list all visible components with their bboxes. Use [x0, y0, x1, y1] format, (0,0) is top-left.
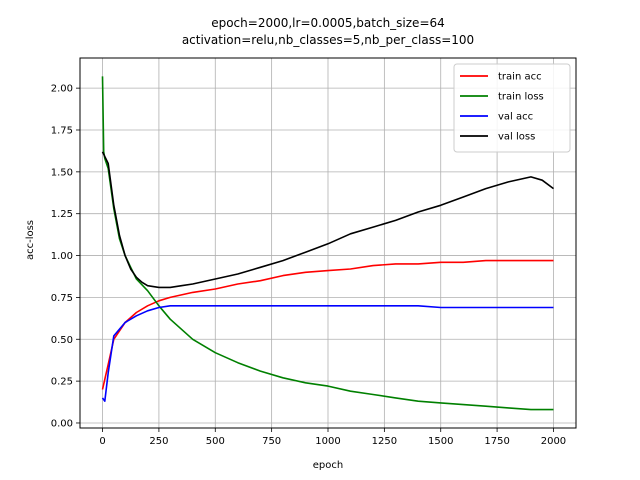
series-line-val-loss: [101, 151, 554, 289]
x-tick-label: 1750: [484, 436, 509, 447]
x-tick-label: 250: [149, 436, 168, 447]
y-tick-label: 1.75: [51, 125, 73, 136]
legend-label-val-loss: val loss: [498, 132, 535, 143]
x-axis-ticks: 0 250 500 750 1000 1250 1500 1750 2000: [99, 428, 566, 447]
y-axis-label: acc-loss: [25, 220, 36, 260]
x-tick-label: 1000: [315, 436, 340, 447]
y-tick-label: 0.00: [51, 418, 73, 429]
legend-label-train-loss: train loss: [498, 92, 544, 103]
y-tick-label: 1.50: [51, 167, 73, 178]
y-tick-label: 1.25: [51, 209, 73, 220]
legend-box: [453, 63, 571, 153]
x-tick-label: 0: [99, 436, 105, 447]
chart-title-line-2: activation=relu,nb_classes=5,nb_per_clas…: [182, 33, 474, 47]
x-tick-label: 2000: [541, 436, 566, 447]
legend: train acc train loss val acc val loss: [453, 63, 571, 153]
series-line-val-acc: [101, 304, 554, 403]
series-line-train-acc: [101, 259, 554, 390]
x-axis-label: epoch: [313, 460, 343, 471]
y-tick-label: 0.75: [51, 293, 73, 304]
y-tick-label: 1.00: [51, 251, 73, 262]
chart-title: epoch=2000,lr=0.0005,batch_size=64 activ…: [182, 16, 474, 47]
y-tick-label: 2.00: [51, 84, 73, 95]
y-tick-label: 0.50: [51, 335, 73, 346]
legend-label-train-acc: train acc: [498, 72, 542, 83]
y-axis-ticks: 0.00 0.25 0.50 0.75 1.00 1.25 1.50 1.75 2.00: [51, 84, 80, 429]
y-tick-label: 0.25: [51, 377, 73, 388]
x-tick-label: 500: [206, 436, 225, 447]
x-tick-label: 1500: [428, 436, 453, 447]
chart-title-line-1: epoch=2000,lr=0.0005,batch_size=64: [211, 16, 445, 30]
legend-label-val-acc: val acc: [498, 112, 533, 123]
x-tick-label: 1250: [372, 436, 397, 447]
series-lines: [101, 76, 554, 411]
x-tick-label: 750: [262, 436, 281, 447]
